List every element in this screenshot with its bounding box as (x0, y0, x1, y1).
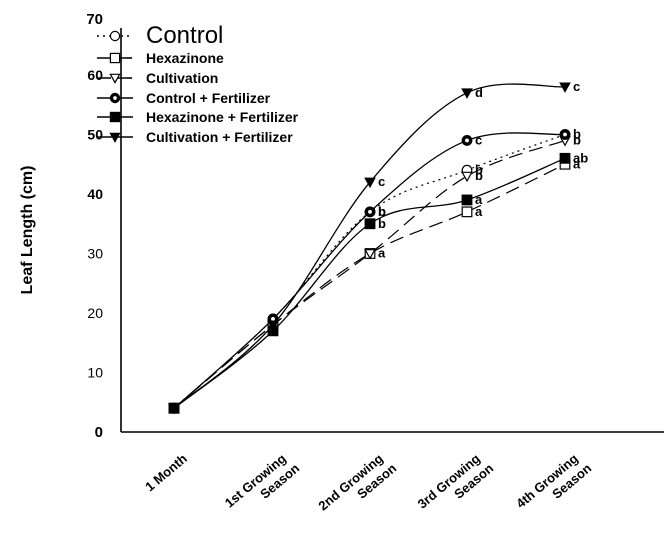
legend-item-cultivation-fertilizer: Cultivation + Fertilizer (97, 129, 293, 145)
legend-item-hexazinone-fertilizer: Hexazinone + Fertilizer (97, 109, 299, 125)
significance-label-control-fertilizer-3: b (378, 204, 386, 219)
y-tick-label-50: 50 (87, 127, 103, 143)
legend-label-hexazinone: Hexazinone (146, 50, 224, 66)
significance-label-cultivation-fertilizer-4: d (475, 85, 483, 100)
legend-marker-hexazinone (109, 52, 121, 64)
data-point-control-fertilizer-4-center (465, 138, 469, 143)
significance-label-control-fertilizer-4: c (475, 132, 482, 147)
data-point-cultivation-fertilizer-2 (267, 320, 279, 331)
significance-label-hexazinone-fertilizer-4: a (475, 192, 483, 207)
significance-label-hexazinone-fertilizer-3: b (378, 216, 386, 231)
data-point-hexazinone-fertilizer-4 (461, 194, 473, 206)
significance-label-hexazinone-fertilizer-5: ab (573, 150, 588, 165)
y-tick-label-0: 0 (95, 424, 103, 441)
data-point-hexazinone-fertilizer-3 (364, 218, 376, 230)
series-line-cultivation-fertilizer (173, 83, 566, 409)
x-tick-label-1: 1 Month (142, 451, 190, 495)
data-point-control-fertilizer-3-center (368, 209, 372, 214)
legend-marker-control-fertilizer-center (113, 96, 117, 100)
significance-label-cultivation-4: b (475, 168, 483, 183)
data-point-cultivation-fertilizer-3 (364, 177, 376, 189)
series-markers-layer (168, 82, 571, 415)
data-point-cultivation-3 (364, 249, 376, 260)
y-tick-label-70: 70 (86, 11, 103, 28)
series-line-control (173, 133, 566, 409)
legend-label-hexazinone-fertilizer: Hexazinone + Fertilizer (146, 109, 299, 125)
legend-label-cultivation: Cultivation (146, 70, 218, 86)
data-point-control-fertilizer-5-center (563, 132, 567, 137)
significance-label-control-5: b (573, 127, 581, 142)
y-tick-label-40: 40 (87, 186, 103, 202)
x-tick-label-text: 1 Month (142, 451, 190, 495)
y-tick-label-10: 10 (87, 365, 103, 381)
legend-item-control-fertilizer: Control + Fertilizer (97, 90, 271, 106)
data-point-cultivation-4 (461, 171, 473, 183)
data-point-hexazinone-fertilizer-5 (559, 152, 571, 164)
data-point-cultivation-fertilizer-4 (461, 88, 473, 99)
legend-label-cultivation-fertilizer: Cultivation + Fertilizer (146, 129, 293, 145)
y-tick-label-30: 30 (87, 246, 103, 262)
legend-item-cultivation: Cultivation (97, 70, 218, 86)
series-line-cultivation (173, 139, 566, 409)
significance-label-hexazinone-5: a (573, 156, 581, 171)
legend-label-control: Control (146, 22, 223, 49)
legend-marker-control (109, 30, 121, 42)
y-tick-label-60: 60 (87, 67, 103, 83)
significance-label-cultivation-fertilizer-3: c (378, 174, 385, 189)
legend-item-control: Control (97, 22, 223, 49)
significance-label-hexazinone-4: a (475, 204, 483, 219)
legend-item-hexazinone: Hexazinone (97, 50, 224, 66)
series-line-control-fertilizer (173, 132, 566, 409)
y-tick-label-20: 20 (87, 305, 103, 321)
significance-label-control-3: b (378, 204, 386, 219)
data-point-hexazinone-4 (461, 206, 473, 218)
significance-label-hexazinone-3: a (378, 246, 386, 261)
legend-marker-hexazinone-fertilizer (109, 111, 121, 123)
series-line-hexazinone (173, 163, 566, 409)
significance-label-cultivation-5: b (573, 132, 581, 147)
significance-label-cultivation-fertilizer-5: c (573, 79, 580, 94)
series-line-hexazinone-fertilizer (173, 157, 566, 409)
y-axis-title: Leaf Length (cm) (19, 166, 36, 295)
legend-label-control-fertilizer: Control + Fertilizer (146, 90, 271, 106)
significance-label-control-4: b (475, 162, 483, 177)
data-point-cultivation-fertilizer-1 (168, 403, 180, 415)
data-point-cultivation-fertilizer-5 (559, 82, 571, 93)
legend-marker-cultivation-fertilizer (109, 132, 121, 143)
legend-marker-cultivation (109, 73, 121, 84)
data-point-control-fertilizer-2-center (271, 317, 275, 321)
